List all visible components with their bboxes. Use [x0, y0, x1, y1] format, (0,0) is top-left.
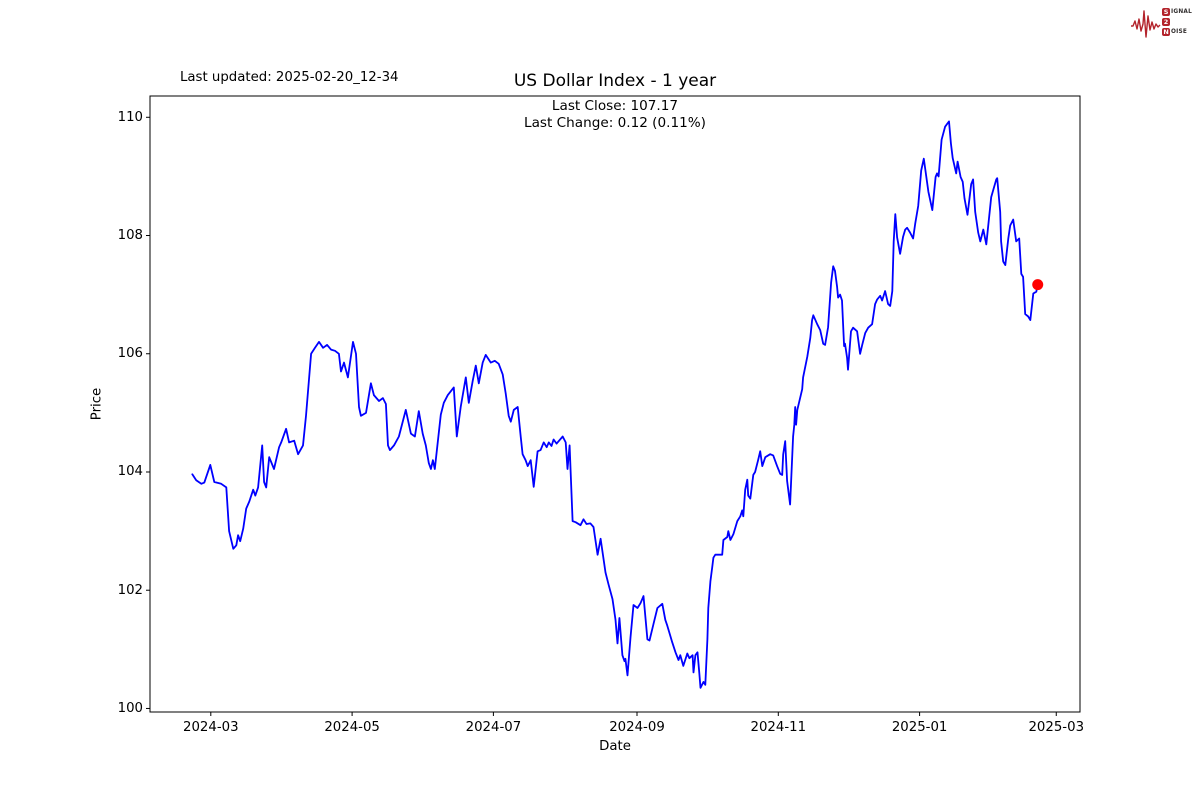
chart-title: US Dollar Index - 1 year: [513, 71, 717, 91]
y-tick-label: 108: [117, 228, 143, 244]
price-line: [191, 120, 1039, 689]
x-tick-label: 2024-05: [324, 720, 380, 735]
x-tick-label: 2024-11: [750, 720, 807, 735]
subtitle-last-close: Last Close: 107.17: [551, 98, 679, 114]
logo-text-ignal: IGNAL: [1171, 9, 1192, 15]
last-point-marker: [1032, 279, 1044, 291]
last-updated-label: Last updated: 2025-02-20_12-34: [180, 70, 399, 85]
plot-border: [149, 95, 1081, 713]
signal2noise-logo: S IGNAL 2 N OISE: [1131, 4, 1192, 40]
logo-box-2: 2: [1162, 18, 1171, 26]
y-tick-label: 110: [117, 109, 143, 125]
logo-row-2: 2: [1162, 18, 1192, 27]
y-tick-label: 106: [117, 346, 143, 362]
logo-text-oise: OISE: [1171, 29, 1188, 35]
x-tick-label: 2025-01: [891, 720, 948, 735]
logo-row-noise: N OISE: [1162, 28, 1192, 37]
subtitle-last-change: Last Change: 0.12 (0.11%): [524, 115, 706, 131]
x-tick-label: 2025-03: [1028, 720, 1085, 735]
x-tick-label: 2024-03: [183, 720, 239, 735]
x-axis-label: Date: [599, 739, 631, 754]
logo-box-s: S: [1162, 8, 1171, 16]
x-tick-label: 2024-07: [465, 720, 522, 735]
x-tick-label: 2024-09: [609, 720, 665, 735]
y-tick-label: 102: [117, 582, 143, 598]
y-axis-label: Price: [89, 387, 105, 421]
logo-row-signal: S IGNAL: [1162, 8, 1192, 17]
y-tick-label: 100: [117, 700, 143, 716]
ekg-waveform-icon: [1131, 10, 1161, 38]
logo-text: S IGNAL 2 N OISE: [1162, 8, 1192, 37]
y-tick-label: 104: [117, 464, 143, 480]
logo-box-n: N: [1162, 28, 1171, 36]
